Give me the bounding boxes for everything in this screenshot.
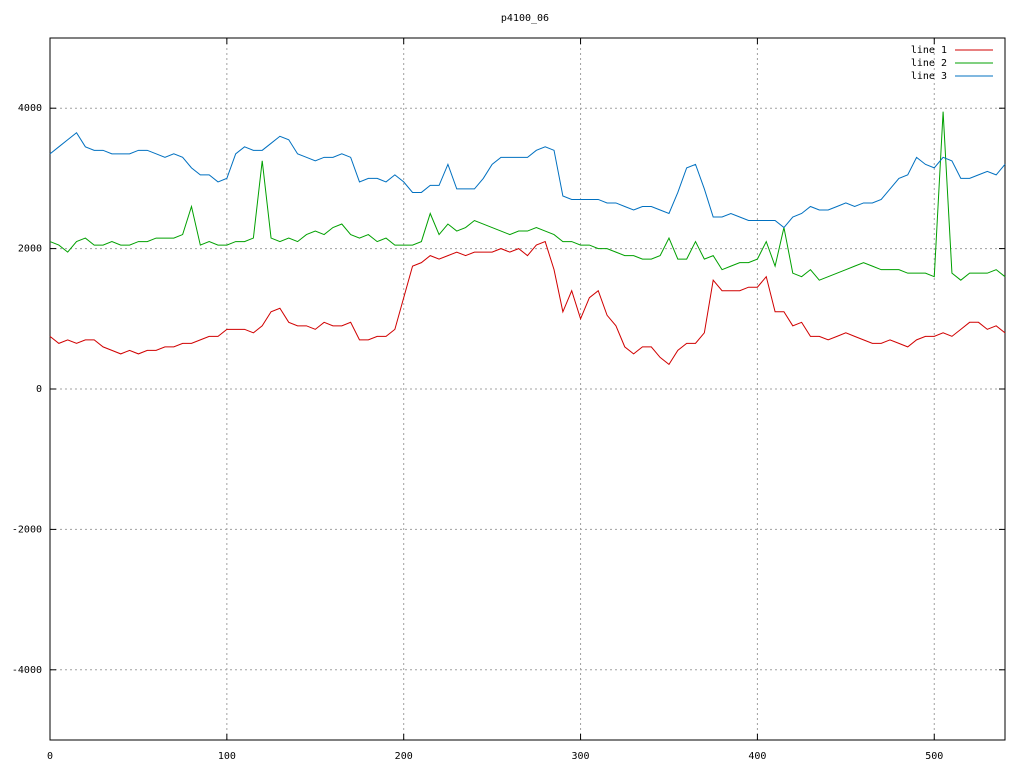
chart-title: p4100_06 [501,13,549,24]
data-line [49,240,1006,366]
legend-label: line 2 [911,58,947,69]
x-tick-label: 400 [748,751,766,762]
y-tick-label: 2000 [18,244,42,255]
x-tick-label: 0 [47,751,53,762]
legend-label: line 3 [911,71,947,82]
x-tick-label: 200 [395,751,413,762]
data-line [49,132,1006,229]
x-tick-label: 100 [218,751,236,762]
x-tick-label: 500 [925,751,943,762]
x-tick-label: 300 [572,751,590,762]
y-tick-label: 4000 [18,103,42,114]
data-line [49,111,1006,281]
legend-label: line 1 [911,45,947,56]
plot-frame [49,37,1006,741]
y-tick-label: -4000 [12,665,42,676]
y-tick-label: 0 [36,384,42,395]
y-tick-label: -2000 [12,524,42,535]
